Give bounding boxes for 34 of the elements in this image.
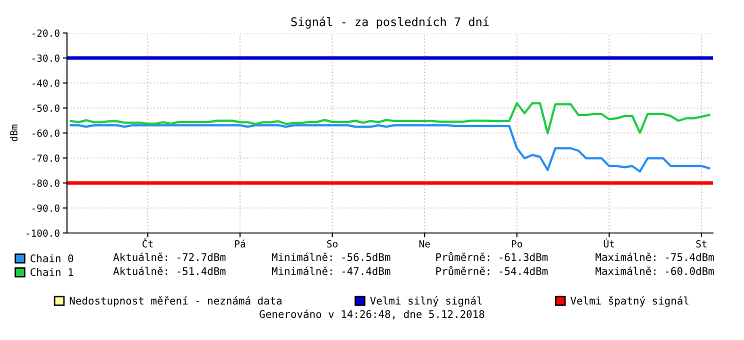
legend-label: Velmi silný signál (370, 296, 482, 307)
text: Maximálně: -75.4dBm (596, 252, 714, 262)
x-tick-label: St (696, 240, 706, 248)
y-tick-label: -100.0 (26, 230, 60, 237)
y-tick-label: -20.0 (32, 30, 60, 37)
text: Maximálně: -60.0dBm (596, 266, 714, 276)
y-axis-title: dBm (10, 124, 18, 142)
text: Minimálně: -47.4dBm (272, 266, 390, 276)
text: Průměrně: -54.4dBm (436, 266, 548, 276)
legend-label: Chain 0 (30, 254, 74, 262)
y-tick-label: -90.0 (32, 204, 60, 212)
x-tick-label: Čt (142, 238, 153, 248)
text: Průměrně: -61.3dBm (436, 252, 548, 262)
y-tick-label: -60.0 (32, 130, 60, 137)
x-tick-label: Út (604, 238, 614, 248)
y-tick-label: -70.0 (32, 154, 60, 162)
y-tick-label: -50.0 (32, 104, 60, 112)
text: Aktuálně: -51.4dBm (113, 266, 226, 276)
x-tick-label: Ne (419, 240, 430, 248)
legend-label: Chain 1 (30, 268, 74, 276)
line-series (70, 102, 710, 134)
chart-title: Signál - za posledních 7 dní (291, 16, 489, 29)
legend-label: Velmi špatný signál (570, 296, 688, 307)
text: Aktuálně: -72.7dBm (113, 252, 226, 262)
x-tick-label: Po (512, 240, 522, 248)
y-tick-label: -30.0 (32, 54, 60, 62)
text: Generováno v 14:26:48, dne 5.12.2018 (260, 310, 484, 320)
x-tick-label: So (327, 240, 338, 248)
line-series (70, 124, 710, 173)
text: Minimálně: -56.5dBm (272, 252, 390, 262)
legend-label: Nedostupnost měření - neznámá data (70, 296, 282, 307)
y-tick-label: -40.0 (32, 80, 60, 87)
y-tick-label: -80.0 (32, 180, 60, 187)
x-tick-label: Pá (235, 240, 246, 248)
